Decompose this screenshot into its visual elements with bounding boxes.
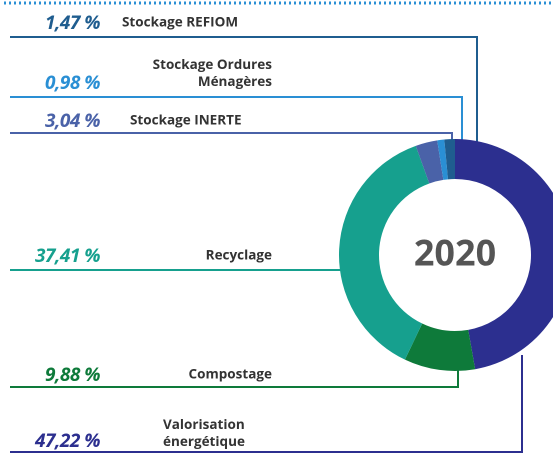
value-label: 3,04 % (44, 107, 101, 133)
leader-line (10, 132, 453, 140)
leader-line (10, 366, 459, 388)
category-label: Compostage (188, 364, 272, 383)
value-label: 37,41 % (35, 242, 100, 268)
donut-segment (415, 140, 444, 184)
value-label: 0,98 % (44, 69, 101, 95)
leader-line (10, 355, 523, 453)
value-label: 1,47 % (44, 9, 101, 35)
category-label: Stockage REFIOM (122, 12, 239, 31)
leader-line (10, 36, 478, 142)
category-label: Stockage INERTE (130, 110, 242, 129)
value-label: 47,22 % (35, 427, 100, 453)
donut-segment (455, 139, 553, 370)
leader-line (10, 96, 463, 140)
center-label: 2020 (414, 228, 496, 277)
value-label: 9,88 % (44, 361, 101, 387)
donut-segment (404, 323, 476, 372)
category-label: Stockage Ordures Ménagères (152, 55, 272, 90)
donut-segment (338, 145, 430, 360)
donut-segment (444, 139, 455, 180)
donut-segment (437, 139, 448, 180)
category-label: Recyclage (205, 245, 272, 264)
category-label: Valorisation énergétique (163, 415, 245, 450)
